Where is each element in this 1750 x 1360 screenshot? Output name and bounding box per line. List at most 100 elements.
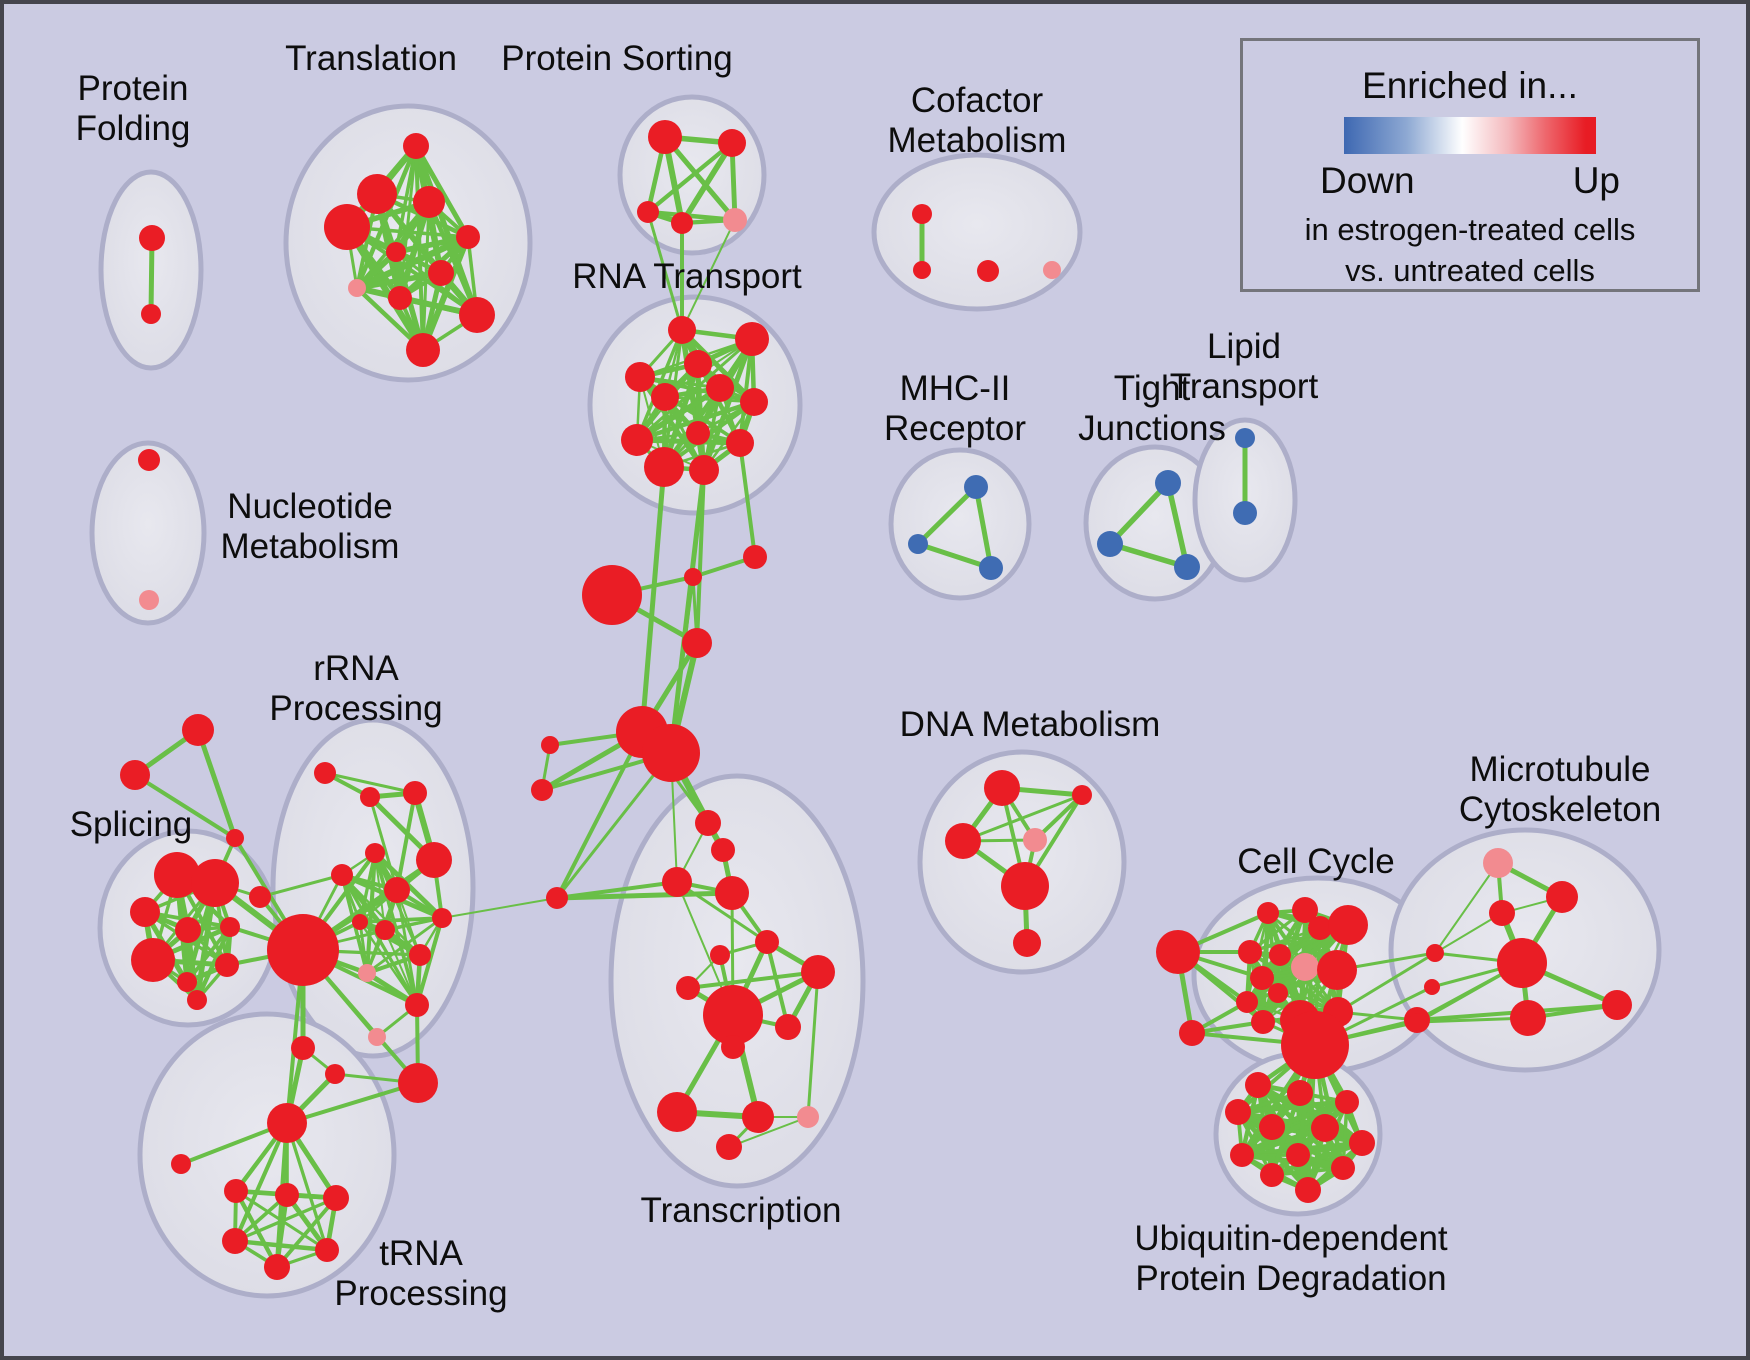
network-node [403,133,429,159]
network-edge [414,915,445,1008]
network-node [130,897,160,927]
cluster-label-dna-metabolism: DNA Metabolism [900,705,1161,744]
network-edge [285,1121,329,1252]
network-node [775,1014,801,1040]
network-node [977,260,999,282]
network-node [315,1238,339,1262]
network-node [1483,848,1513,878]
network-node [742,1101,774,1133]
network-node [1072,785,1092,805]
network-edge [637,374,707,473]
network-edge [384,929,418,1006]
network-node [531,779,553,801]
network-node [215,953,239,977]
network-node [1097,531,1123,557]
network-node [1023,828,1047,852]
network-node [668,316,696,344]
network-node [375,920,395,940]
network-edge [675,880,769,944]
network-node [1602,990,1632,1020]
network-edge [961,793,1084,843]
network-node [682,628,712,658]
network-node [637,201,659,223]
network-edge [554,890,735,901]
network-node [716,1134,742,1160]
network-node [1268,983,1288,1003]
network-node [908,534,928,554]
network-node [964,475,988,499]
network-node [1546,881,1578,913]
network-node [1250,966,1274,990]
network-node [1409,1013,1427,1031]
network-node [1295,1177,1321,1203]
cluster-label-cofactor-metabolism: Cofactor Metabolism [888,81,1067,160]
network-edge [358,920,419,1007]
network-edge [195,727,238,841]
network-node [1497,938,1547,988]
network-node [120,760,150,790]
cluster-label-nucleotide-metabolism: Nucleotide Metabolism [221,487,400,566]
network-node [358,964,376,982]
network-node [264,1254,290,1280]
network-edge [258,873,344,899]
network-node [684,568,702,586]
network-edge [1336,951,1437,1014]
network-edge [679,140,735,226]
network-node [1308,916,1332,940]
legend-title: Enriched in... [1362,65,1578,106]
label-layer: Protein Folding Translation Protein Sorting… [70,39,1661,1313]
network-node [1349,1130,1375,1156]
network-node [1001,862,1049,910]
network-node [1426,944,1444,962]
network-node [711,838,735,862]
network-node [1281,1011,1349,1079]
network-node [388,286,412,310]
network-node [662,867,692,897]
network-node [979,556,1003,580]
network-node [657,1092,697,1132]
network-node [684,350,712,378]
network-node [428,260,454,286]
network-edge [663,395,756,404]
network-edge [646,210,684,332]
network-node [222,1228,248,1254]
network-node [386,242,406,262]
network-edge [1107,480,1171,547]
network-node [718,129,746,157]
network-node [644,447,684,487]
network-node [1235,428,1255,448]
network-node [1311,1114,1339,1142]
network-edge [679,327,757,405]
network-node [1489,900,1515,926]
network-node [801,955,835,989]
network-node [352,914,368,930]
network-node [695,810,721,836]
network-edge [232,1238,330,1253]
network-node [348,279,366,297]
network-node [1259,1114,1285,1140]
network-node [413,186,445,218]
network-node [1317,950,1357,990]
network-edge [738,441,757,559]
cluster-label-lipid-transport: Lipid Transport [1170,327,1319,406]
network-edge [1107,541,1190,570]
legend-box: Enriched in... Down Up in estrogen-treat… [1240,38,1700,292]
cluster-ellipse-nucleotide-metabolism [89,440,207,626]
network-node [177,972,197,992]
cluster-label-mhc-ii-receptor: MHC-II Receptor [884,369,1026,448]
network-edge [232,1120,290,1244]
cluster-label-cell-cycle: Cell Cycle [1237,842,1395,881]
network-node [171,1154,191,1174]
network-edge [368,795,399,892]
network-edge [728,1116,809,1148]
cluster-label-translation: Translation [285,39,457,78]
network-node [141,304,161,324]
network-node [703,985,763,1045]
network-edge [765,940,790,1029]
network-edge [285,1081,420,1125]
network-edge [441,897,558,919]
network-node [1292,897,1318,923]
network-node [406,333,440,367]
network-node [715,876,749,910]
